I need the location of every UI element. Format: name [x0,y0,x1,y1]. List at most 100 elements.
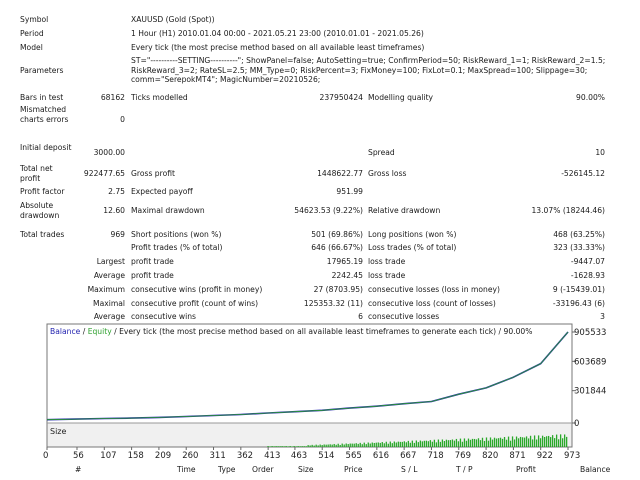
lt-value: 323 (33.33%) [553,243,605,252]
absdd-value: 12.60 [103,206,125,215]
size-bar [483,440,486,447]
size-bar [501,438,504,447]
size-bar [421,441,424,447]
col-type[interactable]: Type [218,465,236,474]
size-bar [479,440,482,447]
size-bar [339,444,341,447]
ticks-value: 237950424 [319,93,363,102]
size-bar [509,440,512,447]
size-bar [293,446,295,447]
col-balance[interactable]: Balance [580,465,611,474]
largest-label: Largest [96,257,125,266]
short-value: 501 (69.86%) [311,230,363,239]
col-price[interactable]: Price [344,465,363,474]
size-bar [269,446,271,447]
size-bar [543,436,546,447]
y-tick-label: 905533 [574,328,606,338]
spread-value: 10 [595,148,605,157]
col-order[interactable]: Order [252,465,274,474]
size-bar [441,439,444,447]
size-bar [325,444,327,447]
quality-value: 90.00% [576,93,605,102]
largest-pt-value: 17965.19 [326,257,363,266]
x-tick-label: 107 [100,451,116,461]
deposit-label: Initial deposit [20,143,72,152]
size-bar [459,438,462,447]
maximal-profit-value: 125353.32 (11) [303,299,363,308]
model-value: Every tick (the most precise method base… [131,43,425,52]
size-bar [351,443,353,447]
size-bar [423,440,426,447]
y-tick-label: 301844 [574,387,606,397]
size-bar [523,437,526,447]
size-bar [395,442,397,447]
size-bar [455,438,458,447]
size-bar [347,444,349,447]
size-bar [275,446,277,447]
size-bar [285,446,287,447]
size-panel-bg [47,423,572,447]
size-bar [439,441,442,447]
col-profit[interactable]: Profit [516,465,536,474]
col-size[interactable]: Size [298,465,314,474]
col-number[interactable]: # [75,465,82,474]
col-sl[interactable]: S / L [401,465,418,474]
size-bar [311,444,313,447]
size-bar [381,442,383,447]
size-bar [521,437,524,447]
size-bar [549,437,552,447]
short-label: Short positions (won %) [131,230,222,239]
size-bar [295,446,297,447]
size-bar [301,446,303,447]
pf-label: Profit factor [20,187,65,196]
col-tp[interactable]: T / P [456,465,473,474]
size-bar [529,435,532,447]
avgcons-losses-label: consecutive losses [368,312,440,321]
size-bar [279,446,281,447]
col-time[interactable]: Time [177,465,196,474]
size-bar [499,437,502,447]
size-bar [405,442,407,447]
size-bar [319,444,321,447]
y-tick-label: 603689 [574,357,606,367]
size-bar [547,435,550,447]
x-tick-label: 260 [182,451,198,461]
netprofit-value: 922477.65 [83,169,125,178]
period-label: Period [20,29,44,38]
size-bar [385,441,387,447]
size-bar [535,439,538,447]
size-bar [527,438,530,447]
size-bar [397,441,399,447]
size-bar [389,441,391,447]
size-bar [367,442,369,447]
size-bar [345,443,347,447]
size-bar [283,446,285,447]
size-bar [409,442,411,447]
x-tick-label: 362 [237,451,253,461]
size-bar [557,439,560,447]
size-bar [377,442,379,447]
size-bar [559,434,562,447]
ep-value: 951.99 [336,187,363,196]
size-bar [477,438,480,447]
size-bar [457,441,460,447]
avgcons-losses-value: 3 [600,312,605,321]
average-pt-value: 2242.45 [331,271,363,280]
size-bar [551,435,554,447]
size-bar [461,441,464,447]
size-bar [503,437,506,447]
size-bar [541,435,544,447]
size-bar [537,435,540,447]
grossprofit-label: Gross profit [131,169,175,178]
size-bar [433,439,436,447]
balance-legend: Balance [50,327,81,336]
size-bar [419,440,422,447]
average-label: Average [93,271,125,280]
size-bar [533,435,536,447]
largest-pt-label: profit trade [131,257,174,266]
size-bar [273,446,275,447]
x-tick-label: 769 [455,451,471,461]
x-tick-label: 311 [210,451,226,461]
maxdd-value: 54623.53 (9.22%) [294,206,363,215]
trades-value: 969 [110,230,126,239]
